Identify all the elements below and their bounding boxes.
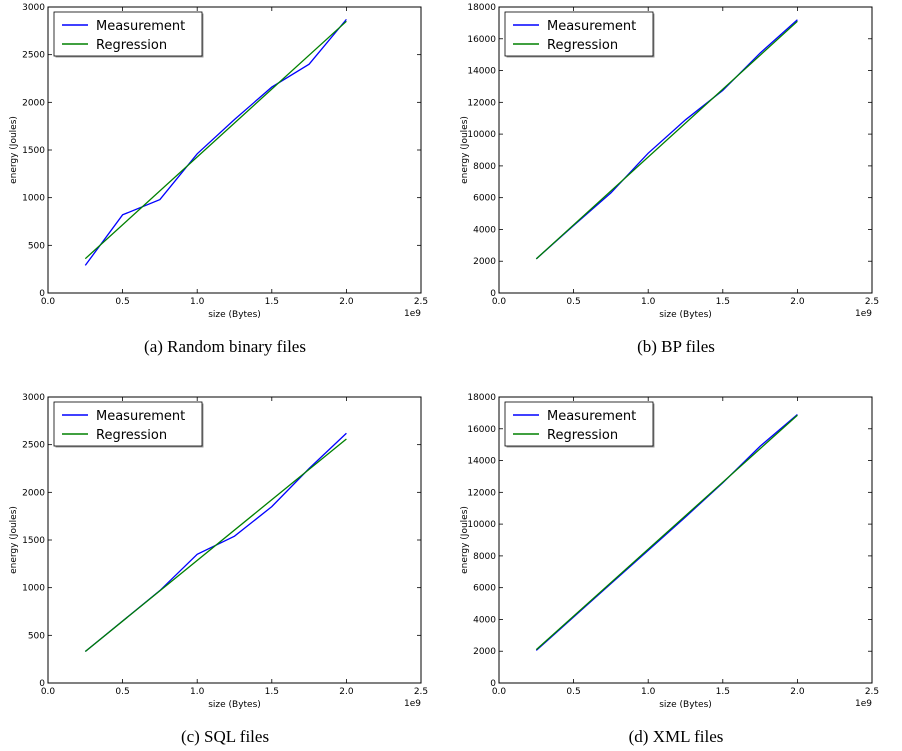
- legend-box: [53, 11, 203, 57]
- y-tick-label: 2000: [473, 257, 496, 267]
- y-tick-label: 18000: [467, 393, 496, 403]
- x-tick-label: 0.0: [492, 687, 507, 697]
- y-tick-label: 18000: [467, 3, 496, 13]
- y-tick-label: 3000: [22, 3, 45, 13]
- x-offset-label: 1e9: [404, 309, 421, 319]
- x-tick-label: 1.0: [190, 687, 205, 697]
- y-tick-label: 1500: [22, 146, 45, 156]
- x-axis-label: size (Bytes): [659, 310, 712, 320]
- legend-label: Measurement: [96, 19, 185, 34]
- y-tick-label: 14000: [467, 67, 496, 77]
- legend-box: [53, 401, 203, 447]
- y-tick-label: 8000: [473, 552, 496, 562]
- legend-label: Regression: [96, 428, 167, 443]
- legend-box: [504, 401, 654, 447]
- y-tick-label: 10000: [467, 130, 496, 140]
- y-axis-label: energy (Joules): [460, 506, 470, 574]
- legend-label: Measurement: [547, 19, 636, 34]
- series-line-measurement: [535, 413, 798, 651]
- x-tick-label: 1.0: [641, 297, 656, 307]
- x-tick-label: 0.0: [41, 297, 56, 307]
- y-tick-label: 12000: [467, 488, 496, 498]
- y-tick-label: 500: [28, 241, 45, 251]
- caption-b: (b) BP files: [637, 337, 715, 356]
- y-tick-label: 14000: [467, 457, 496, 467]
- y-tick-label: 8000: [473, 162, 496, 172]
- y-tick-label: 16000: [467, 35, 496, 45]
- legend-label: Measurement: [547, 409, 636, 424]
- legend-label: Regression: [547, 428, 618, 443]
- chart-d: 0.0 0.5 1.0 1.5 2.0 2.5 0 2000 4000 6000 8000 10000…: [460, 393, 879, 710]
- x-tick-label: 0.0: [41, 687, 56, 697]
- x-axis-label: size (Bytes): [659, 700, 712, 710]
- x-tick-label: 0.5: [115, 297, 129, 307]
- x-tick-label: 2.0: [339, 297, 354, 307]
- y-tick-label: 6000: [473, 194, 496, 204]
- series-line-measurement: [84, 432, 347, 653]
- caption-d: (d) XML files: [628, 727, 724, 746]
- y-tick-label: 2000: [22, 98, 45, 108]
- x-tick-label: 2.0: [790, 687, 805, 697]
- x-tick-label: 1.5: [716, 297, 730, 307]
- y-axis-label: energy (Joules): [9, 116, 19, 184]
- x-tick-label: 0.5: [115, 687, 129, 697]
- x-tick-label: 1.5: [265, 687, 279, 697]
- x-offset-label: 1e9: [855, 699, 872, 709]
- legend-label: Regression: [96, 38, 167, 53]
- y-axis-label: energy (Joules): [460, 116, 470, 184]
- x-tick-label: 0.0: [492, 297, 507, 307]
- y-tick-label: 0: [490, 289, 496, 299]
- series-line-regression: [535, 414, 798, 651]
- y-tick-label: 2500: [22, 51, 45, 61]
- y-tick-label: 0: [39, 289, 45, 299]
- legend-label: Regression: [547, 38, 618, 53]
- x-tick-label: 1.0: [641, 687, 656, 697]
- y-tick-label: 6000: [473, 584, 496, 594]
- x-tick-label: 2.5: [865, 687, 879, 697]
- y-tick-label: 16000: [467, 425, 496, 435]
- series-line-measurement: [84, 18, 347, 266]
- y-tick-label: 2500: [22, 441, 45, 451]
- series-line-regression: [535, 20, 798, 260]
- chart-b: 0.0 0.5 1.0 1.5 2.0 2.5 0 2000 4000 6000 8000 10000…: [460, 3, 879, 320]
- y-tick-label: 1000: [22, 194, 45, 204]
- x-offset-label: 1e9: [855, 309, 872, 319]
- x-tick-label: 1.0: [190, 297, 205, 307]
- plot-frame: [498, 396, 873, 684]
- x-tick-label: 2.5: [414, 687, 428, 697]
- legend-label: Measurement: [96, 409, 185, 424]
- y-tick-label: 1500: [22, 536, 45, 546]
- caption-c: (c) SQL files: [180, 727, 270, 746]
- y-tick-label: 0: [490, 679, 496, 689]
- y-tick-label: 10000: [467, 520, 496, 530]
- x-axis-label: size (Bytes): [208, 700, 261, 710]
- chart-c: 0.0 0.5 1.0 1.5 2.0 2.5 0 500 1000 1500 2000 2500 30…: [9, 393, 428, 710]
- x-tick-label: 2.0: [339, 687, 354, 697]
- x-tick-label: 1.5: [265, 297, 279, 307]
- y-tick-label: 1000: [22, 584, 45, 594]
- y-tick-label: 0: [39, 679, 45, 689]
- x-tick-label: 0.5: [566, 687, 580, 697]
- chart-a: 0.0 0.5 1.0 1.5 2.0 2.5 0 500 1000 1500 2000 2500 30…: [9, 3, 428, 320]
- y-tick-label: 4000: [473, 225, 496, 235]
- x-tick-label: 2.0: [790, 297, 805, 307]
- y-tick-label: 500: [28, 631, 45, 641]
- y-tick-label: 4000: [473, 615, 496, 625]
- series-line-regression: [84, 438, 347, 653]
- y-tick-label: 2000: [473, 647, 496, 657]
- x-tick-label: 2.5: [865, 297, 879, 307]
- x-tick-label: 2.5: [414, 297, 428, 307]
- series-line-regression: [84, 20, 347, 260]
- legend-box: [504, 11, 654, 57]
- plot-frame: [498, 6, 873, 294]
- y-axis-label: energy (Joules): [9, 506, 19, 574]
- y-tick-label: 2000: [22, 488, 45, 498]
- x-tick-label: 1.5: [716, 687, 730, 697]
- x-offset-label: 1e9: [404, 699, 421, 709]
- x-axis-label: size (Bytes): [208, 310, 261, 320]
- y-tick-label: 3000: [22, 393, 45, 403]
- x-tick-label: 0.5: [566, 297, 580, 307]
- y-tick-label: 12000: [467, 98, 496, 108]
- caption-a: (a) Random binary files: [144, 337, 306, 356]
